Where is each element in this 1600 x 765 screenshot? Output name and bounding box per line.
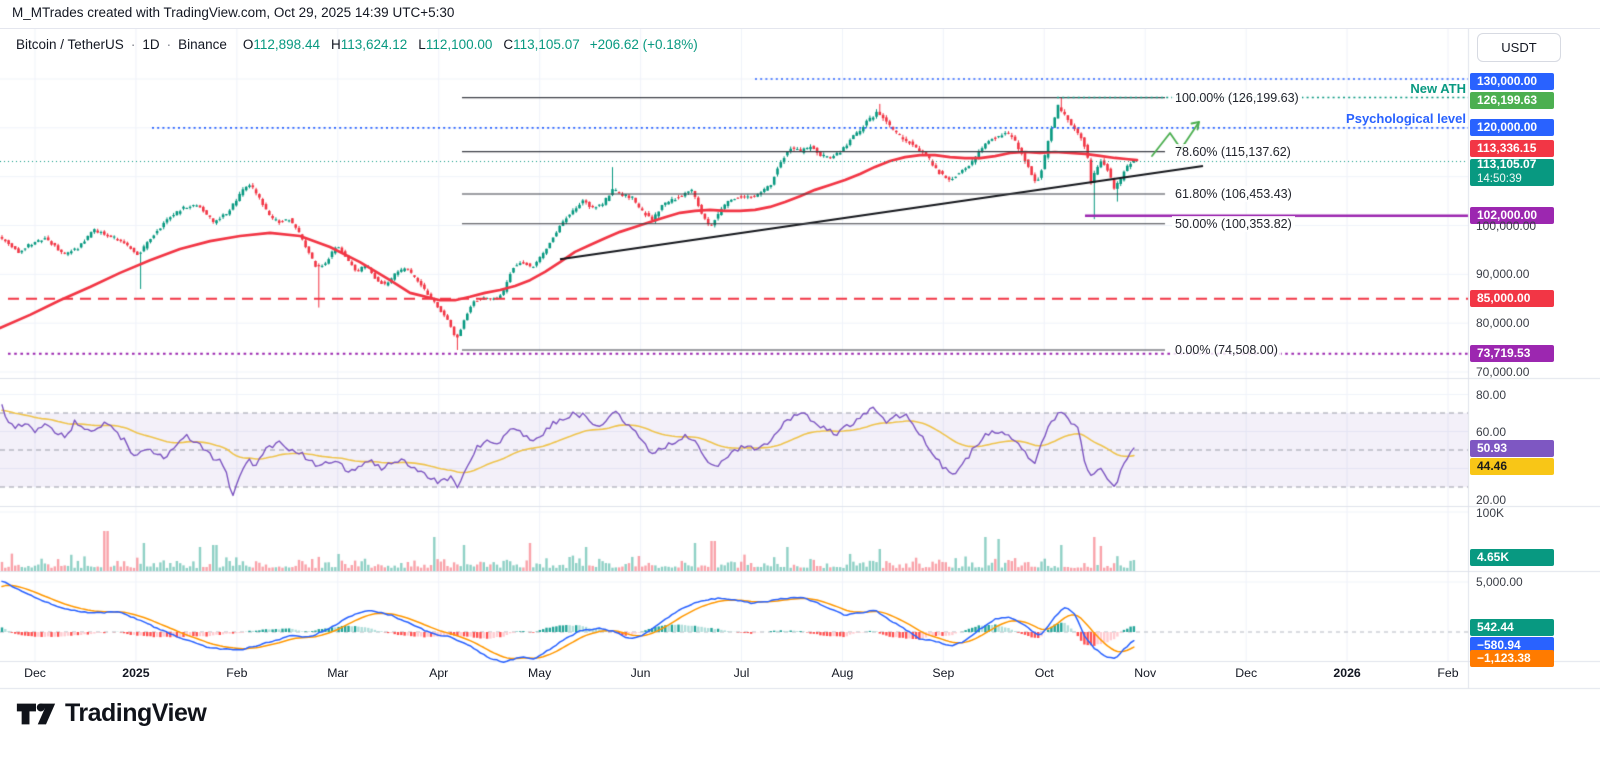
price-badge-12000000: 120,000.00 — [1470, 119, 1554, 137]
fib-label-78.6: 78.60% (115,137.62) — [1172, 143, 1294, 160]
time-label-feb: Feb — [1437, 666, 1459, 680]
ohlc-values: O112,898.44 H113,624.12 L112,100.00 C113,10… — [240, 37, 580, 52]
tradingview-logo[interactable]: TradingView — [16, 699, 207, 728]
ohlc-field-o: O112,898.44 — [242, 37, 320, 52]
symbol-info-bar: Bitcoin / TetherUS · 1D · Binance O112,8… — [16, 37, 698, 52]
time-label-sep: Sep — [932, 666, 955, 680]
price-badge-11333615: 113,336.15 — [1470, 139, 1554, 157]
currency-toggle-button[interactable]: USDT — [1477, 33, 1561, 62]
exchange-label: Binance — [178, 37, 227, 52]
price-badge-465K: 4.65K — [1470, 548, 1554, 566]
scale-label-9000000: 90,000.00 — [1476, 267, 1530, 282]
price-badge-4446: 44.46 — [1470, 457, 1554, 475]
scale-label-8000000: 80,000.00 — [1476, 316, 1530, 331]
price-badge-54244: 542.44 — [1470, 618, 1554, 636]
scale-label-100K: 100K — [1476, 506, 1505, 520]
scale-label-6000: 60.00 — [1476, 424, 1507, 439]
time-label-2025: 2025 — [122, 666, 150, 680]
separator-dot: · — [130, 37, 136, 52]
scale-label-7000000: 70,000.00 — [1476, 365, 1530, 379]
time-label-nov: Nov — [1134, 666, 1157, 680]
price-badge-11310507: 113,105.07 14:50:39 — [1470, 158, 1554, 186]
new-ath-annotation: New ATH — [1410, 80, 1466, 96]
fib-label-61.8: 61.80% (106,453.43) — [1172, 185, 1295, 202]
scale-label-500000: 5,000.00 — [1476, 575, 1523, 589]
scale-label-8000: 80.00 — [1476, 387, 1507, 402]
interval-label[interactable]: 1D — [142, 37, 160, 52]
tradingview-logo-icon — [16, 702, 56, 724]
time-label-apr: Apr — [429, 666, 449, 680]
watermark-bar: M_MTrades created with TradingView.com, … — [0, 0, 1600, 29]
psychological-level-annotation: Psychological level — [1346, 110, 1466, 126]
time-label-2026: 2026 — [1333, 666, 1361, 680]
time-label-feb: Feb — [226, 666, 248, 680]
ohlc-field-h: H113,624.12 — [330, 37, 408, 52]
scale-label-2000: 20.00 — [1476, 493, 1507, 507]
tradingview-logo-text: TradingView — [65, 699, 207, 727]
price-badge-13000000: 130,000.00 — [1470, 72, 1554, 90]
fib-label-50: 50.00% (100,353.82) — [1172, 215, 1295, 232]
time-label-oct: Oct — [1034, 666, 1054, 680]
price-badge-112338: −1,123.38 — [1470, 649, 1554, 667]
time-label-dec: Dec — [1235, 666, 1258, 680]
ohlc-field-c: C113,105.07 — [503, 37, 580, 52]
price-badge-10200000: 102,000.00 — [1470, 207, 1554, 225]
time-label-aug: Aug — [831, 666, 854, 680]
separator-dot: · — [166, 37, 172, 52]
price-badge-5093: 50.93 — [1470, 439, 1554, 457]
price-change-label: +206.62 (+0.18%) — [589, 37, 698, 52]
price-badge-7371953: 73,719.53 — [1470, 345, 1554, 363]
time-label-mar: Mar — [327, 666, 349, 680]
time-label-may: May — [528, 666, 552, 680]
price-badge-8500000: 85,000.00 — [1470, 290, 1554, 308]
time-label-jun: Jun — [630, 666, 651, 680]
scale-label-10000000: 100,000.00 — [1476, 218, 1537, 233]
symbol-name[interactable]: Bitcoin / TetherUS — [16, 37, 124, 52]
price-badge-12619963: 126,199.63 — [1470, 91, 1554, 109]
price-badge-58094: −580.94 — [1470, 636, 1554, 654]
fib-label-0: 0.00% (74,508.00) — [1172, 341, 1281, 358]
time-label-dec: Dec — [24, 666, 46, 680]
time-label-jul: Jul — [733, 666, 750, 680]
fib-label-100: 100.00% (126,199.63) — [1172, 89, 1302, 106]
watermark-text: M_MTrades created with TradingView.com, … — [12, 5, 455, 20]
ohlc-field-l: L112,100.00 — [418, 37, 493, 52]
